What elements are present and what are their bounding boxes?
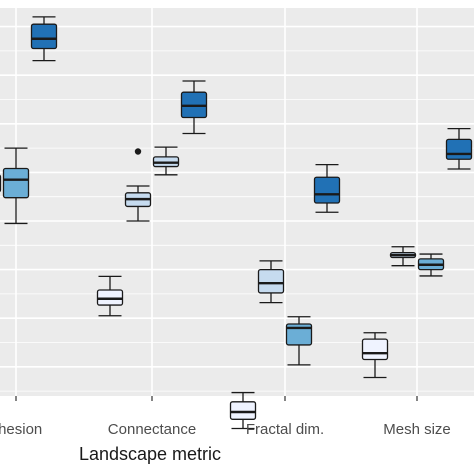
x-tick-label-cohesion: ohesion: [0, 421, 42, 438]
box-group-fractal-dim: [229, 163, 341, 430]
plot-panel: [0, 8, 474, 396]
box-group-mesh-size: [361, 128, 473, 379]
box-group-cohesion: [0, 16, 58, 225]
box-group-connectance: [96, 80, 208, 317]
box-body: [313, 176, 341, 204]
x-axis-title: Landscape metric: [79, 444, 221, 464]
box: [96, 275, 124, 317]
box: [0, 174, 2, 193]
box-body: [229, 401, 257, 420]
box: [389, 246, 417, 267]
box: [2, 147, 30, 225]
box-body: [96, 289, 124, 306]
box: [361, 332, 389, 379]
box-series: [0, 16, 473, 430]
box: [124, 148, 152, 222]
box: [257, 260, 285, 304]
x-tick-label-fractal-dim: Fractal dim.: [246, 421, 324, 438]
x-tick-label-connectance: Connectance: [108, 421, 196, 438]
box-body: [361, 338, 389, 361]
box: [229, 391, 257, 430]
minor-gridlines: [0, 50, 474, 392]
box: [152, 146, 180, 176]
box-body: [2, 167, 30, 199]
box-body: [257, 268, 285, 294]
x-tick-label-mesh-size: Mesh size: [383, 421, 451, 438]
box-body: [285, 323, 313, 346]
box: [180, 80, 208, 135]
box: [445, 128, 473, 170]
box-body: [445, 138, 473, 160]
box: [30, 16, 58, 62]
box-body: [30, 23, 58, 50]
x-axis-ticks: [15, 396, 418, 401]
box: [417, 253, 445, 277]
box: [285, 316, 313, 366]
box: [313, 163, 341, 213]
outlier-point: [134, 148, 142, 155]
